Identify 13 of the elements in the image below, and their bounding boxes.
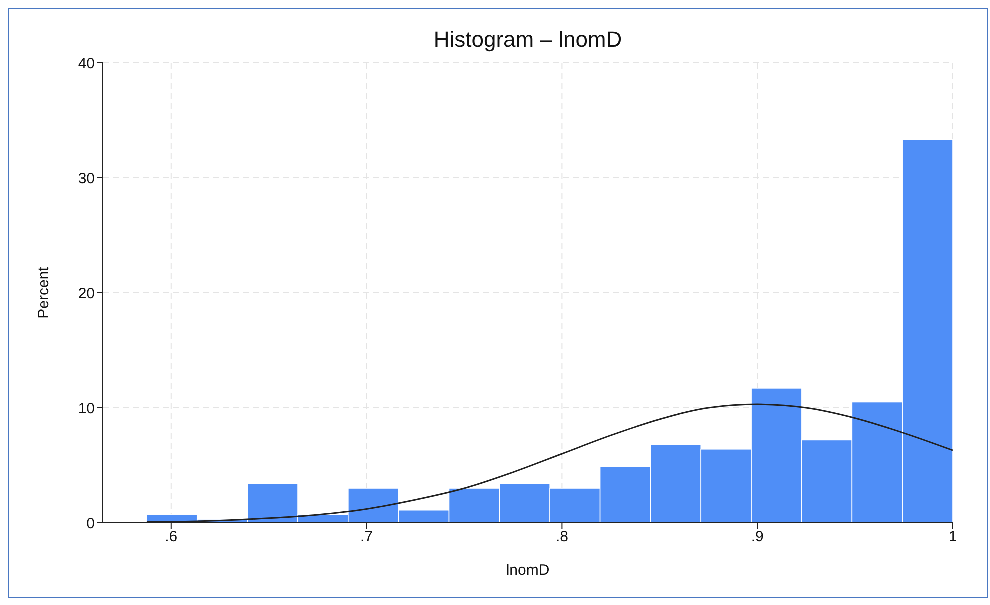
y-axis-title: Percent — [35, 266, 52, 319]
x-tick-label: .6 — [165, 528, 178, 546]
x-tick-label: .8 — [556, 528, 568, 546]
y-tick-label: 10 — [78, 400, 95, 418]
y-tick-label: 30 — [78, 170, 95, 188]
y-tick-label: 40 — [78, 55, 95, 72]
x-tick-label: .7 — [360, 528, 374, 546]
y-tick-label: 20 — [78, 285, 95, 302]
chart-title: Histogram – lnomD — [432, 27, 624, 53]
x-tick-label: 1 — [948, 528, 958, 546]
y-tick-label: 0 — [86, 515, 95, 532]
x-tick-label: .9 — [751, 528, 764, 546]
x-axis-title: lnomD — [506, 562, 550, 579]
